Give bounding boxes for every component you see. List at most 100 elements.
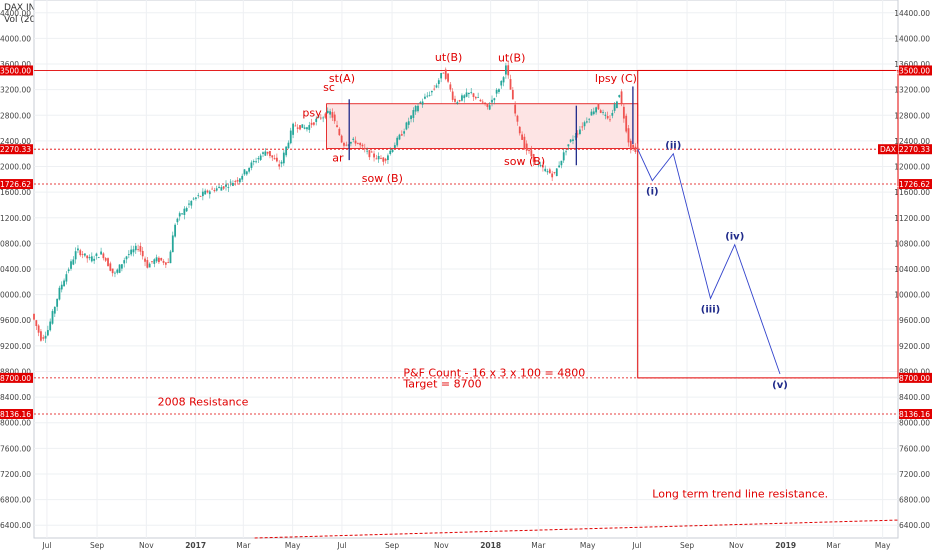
wave-label: (i) [646, 187, 659, 198]
price-tag-right-text: 13500.00 [894, 66, 930, 75]
candle-body [375, 158, 378, 160]
candle-body [472, 93, 475, 98]
candle-body [93, 258, 96, 261]
candle-body [532, 154, 535, 162]
wave-label: (ii) [665, 141, 681, 152]
candle-body [211, 188, 214, 190]
candle-body [428, 95, 431, 97]
y-tick-label-right: 13600.00 [894, 60, 930, 69]
candle-body [116, 269, 119, 273]
candle-body [95, 253, 98, 256]
candle-body [449, 84, 452, 90]
y-tick-label-left: 11600.00 [0, 188, 31, 197]
candle-body [521, 134, 523, 140]
x-tick-label: 2019 [775, 541, 796, 550]
candle-body [208, 191, 211, 195]
candle-body [579, 129, 581, 134]
candle-body [491, 99, 493, 103]
y-tick-label-right: 12800.00 [894, 111, 930, 120]
candle-body [306, 127, 308, 130]
candle-body [81, 254, 84, 255]
y-tick-label-right: 11200.00 [894, 214, 930, 223]
y-tick-label-right: 10400.00 [894, 265, 930, 274]
candle-body [609, 119, 611, 121]
candle-body [79, 250, 82, 256]
y-tick-label-left: 10400.00 [0, 265, 31, 274]
candle-body [236, 180, 239, 182]
candle-body [171, 235, 174, 253]
candle-body [356, 142, 359, 144]
y-tick-label-left: 6800.00 [0, 496, 31, 505]
wyckoff-label: sow (B) [362, 172, 403, 185]
y-tick-label-left: 13600.00 [0, 60, 31, 69]
y-tick-label-left: 8400.00 [0, 393, 31, 402]
candle-body [162, 260, 165, 263]
candle-body [148, 263, 151, 268]
candle-body [44, 335, 47, 339]
candle-body [569, 139, 572, 142]
candle-body [213, 190, 216, 192]
candle-body [387, 155, 389, 160]
candle-body [58, 287, 61, 300]
candle-body [53, 306, 56, 314]
candle-body [424, 96, 426, 99]
y-tick-label-right: 9600.00 [899, 316, 930, 325]
candle-body [477, 97, 480, 98]
candle-body [343, 142, 345, 146]
y-tick-label-right: 14000.00 [894, 34, 930, 43]
y-tick-label-left: 8000.00 [0, 419, 31, 428]
y-tick-label-right: 10800.00 [894, 239, 930, 248]
wyckoff-label: lpsy (C) [595, 72, 637, 85]
candle-body [141, 250, 144, 257]
candle-body [42, 337, 45, 339]
x-tick-label: May [875, 541, 891, 550]
wave-label: (iii) [701, 304, 720, 315]
candle-body [70, 261, 72, 269]
candle-body [493, 98, 496, 101]
x-tick-label: Nov [139, 541, 154, 550]
candle-body [602, 112, 604, 113]
candle-body [167, 262, 170, 264]
price-tag-right-text: 11726.62 [894, 180, 930, 189]
price-tag-right-text: 8700.00 [899, 374, 930, 383]
y-tick-label-left: 14400.00 [0, 9, 31, 18]
candle-body [590, 111, 593, 116]
candle-body [481, 101, 484, 103]
candle-body [255, 161, 257, 163]
x-tick-label: 2017 [185, 541, 206, 550]
candle-body [97, 257, 100, 259]
candle-body [613, 104, 616, 111]
candle-body [271, 155, 274, 158]
candle-body [400, 134, 403, 136]
candle-body [331, 112, 334, 118]
y-tick-label-left: 7200.00 [0, 470, 31, 479]
y-tick-label-left: 12800.00 [0, 111, 31, 120]
candle-body [296, 127, 299, 129]
candle-body [509, 79, 512, 90]
candle-body [153, 259, 156, 264]
current-price-ticker-tag [878, 144, 898, 155]
candle-body [324, 113, 327, 118]
candle-body [616, 101, 618, 109]
candle-body [354, 140, 357, 144]
x-tick-label: Nov [729, 541, 744, 550]
candle-body [264, 151, 267, 156]
candle-body [437, 80, 440, 85]
candle-body [565, 151, 567, 153]
candle-body [463, 95, 466, 99]
candle-body [393, 145, 396, 148]
candle-body [380, 158, 382, 159]
candle-body [444, 69, 447, 79]
price-tag-right-text: 8136.16 [899, 410, 930, 419]
candle-body [60, 284, 63, 290]
candle-body [201, 191, 204, 197]
candle-body [553, 172, 556, 173]
price-tag-left [0, 65, 33, 76]
candle-body [37, 325, 40, 333]
candle-body [542, 165, 544, 168]
candle-body [77, 248, 79, 251]
candle-body [248, 167, 251, 172]
candle-body [303, 127, 306, 129]
